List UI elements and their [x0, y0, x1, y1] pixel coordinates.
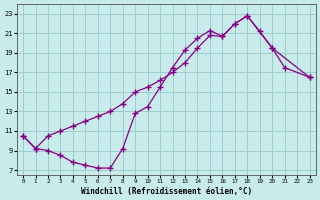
- X-axis label: Windchill (Refroidissement éolien,°C): Windchill (Refroidissement éolien,°C): [81, 187, 252, 196]
